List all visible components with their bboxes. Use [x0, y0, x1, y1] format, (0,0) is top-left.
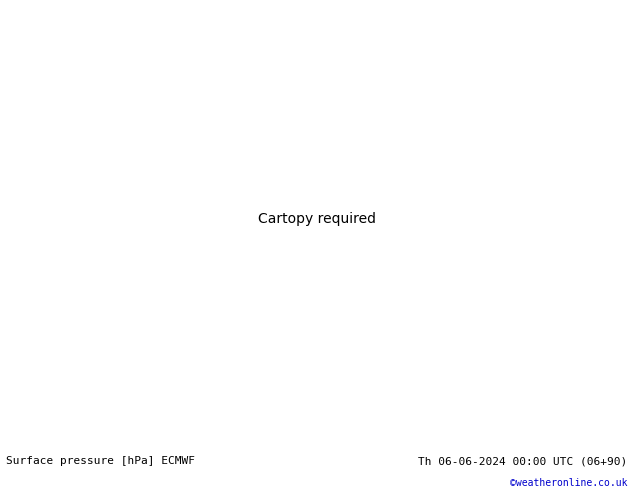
Text: Th 06-06-2024 00:00 UTC (06+90): Th 06-06-2024 00:00 UTC (06+90) — [418, 456, 628, 466]
Text: Cartopy required: Cartopy required — [258, 212, 376, 226]
Text: ©weatheronline.co.uk: ©weatheronline.co.uk — [510, 478, 628, 489]
Text: Surface pressure [hPa] ECMWF: Surface pressure [hPa] ECMWF — [6, 456, 195, 466]
